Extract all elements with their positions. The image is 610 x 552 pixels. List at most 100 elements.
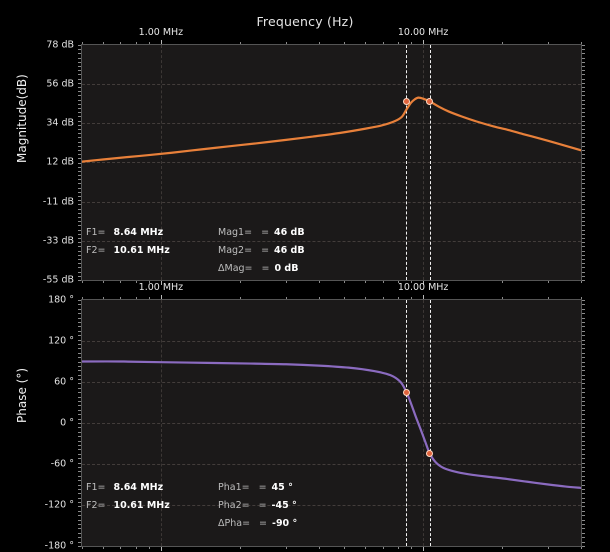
x-axis-tick-mark <box>240 546 241 549</box>
y-axis-tick-mark <box>581 83 585 84</box>
y-axis-tick-mark <box>581 419 585 420</box>
y-axis-tick-mark <box>78 175 82 176</box>
cursor-marker-f2[interactable] <box>426 98 434 106</box>
y-axis-tick-mark <box>581 246 585 247</box>
x-axis-tick-mark <box>240 280 241 283</box>
y-axis-tick-mark <box>581 441 585 442</box>
y-axis-tick-mark <box>581 362 585 363</box>
cursor-marker-f1[interactable] <box>402 98 410 106</box>
y-axis-tick-mark <box>78 129 82 130</box>
magnitude-plot-area[interactable] <box>82 45 581 280</box>
x-axis-tick-mark <box>120 42 121 45</box>
y-axis-tick-mark <box>581 158 585 159</box>
phase-plot-area[interactable] <box>82 300 581 546</box>
x-axis-tick-mark <box>103 546 104 549</box>
cursor-marker-f2[interactable] <box>426 450 434 458</box>
y-axis-tick-label: 78 dB <box>46 39 74 51</box>
y-axis-tick-mark <box>78 449 82 450</box>
trace-mag <box>82 96 581 163</box>
x-axis-tick-mark <box>344 280 345 283</box>
y-axis-tick-mark <box>581 322 585 323</box>
y-axis-tick-mark <box>581 511 585 512</box>
cursor-line-f2[interactable] <box>430 45 431 280</box>
delta-pha-equals: = <box>259 518 267 529</box>
y-axis-tick-mark <box>78 353 82 354</box>
y-axis-tick-mark <box>78 167 82 168</box>
phase-readout-frequency-row: F2= 10.61 MHz <box>86 500 170 511</box>
y-axis-tick-mark <box>78 375 82 376</box>
magnitude-readout-value-row: Mag2= = 46 dB <box>218 245 305 256</box>
y-axis-tick-mark <box>78 263 82 264</box>
y-axis-tick-mark <box>581 383 585 384</box>
y-axis-tick-mark <box>581 116 585 117</box>
pha2-value: -45 ° <box>271 500 297 511</box>
y-axis-tick-mark <box>78 436 82 437</box>
y-axis-tick-mark <box>581 49 585 50</box>
y-axis-tick-mark <box>581 423 585 424</box>
y-axis-tick-mark <box>581 375 585 376</box>
y-axis-tick-label: 60 ° <box>54 376 74 388</box>
cursor-line-f2[interactable] <box>430 300 431 546</box>
y-axis-tick-mark <box>78 213 82 214</box>
y-axis-tick-mark <box>581 142 585 143</box>
y-axis-tick-mark <box>581 445 585 446</box>
y-axis-tick-mark <box>78 419 82 420</box>
cursor-marker-f1[interactable] <box>402 388 410 396</box>
y-axis-tick-mark <box>581 200 585 201</box>
y-axis-tick-mark <box>581 313 585 314</box>
delta-mag-equals: = <box>261 263 270 274</box>
y-axis-tick-mark <box>78 401 82 402</box>
x-axis-tick-mark <box>161 546 162 551</box>
cursor-line-f1[interactable] <box>406 45 407 280</box>
gridline-vertical <box>423 45 424 280</box>
gridline-horizontal <box>82 241 581 242</box>
x-axis-tick-mark <box>286 546 287 549</box>
delta-pha-value: -90 ° <box>272 518 298 529</box>
y-axis-tick-mark <box>78 45 82 46</box>
y-axis-tick-mark <box>78 454 82 455</box>
y-axis-tick-mark <box>581 204 585 205</box>
y-axis-tick-label: -60 ° <box>50 458 74 470</box>
x-axis-tick-mark <box>161 295 162 300</box>
y-axis-tick-mark <box>78 225 82 226</box>
y-axis-tick-mark <box>581 454 585 455</box>
y-axis-tick-mark <box>78 259 82 260</box>
y-axis-tick-mark <box>581 392 585 393</box>
y-axis-tick-mark <box>581 45 585 46</box>
y-axis-tick-mark <box>581 476 585 477</box>
y-axis-tick-mark <box>78 272 82 273</box>
y-axis-tick-mark <box>581 129 585 130</box>
y-axis-tick-mark <box>581 370 585 371</box>
y-axis-tick-mark <box>78 255 82 256</box>
y-axis-tick-mark <box>581 150 585 151</box>
x-axis-tick-mark <box>344 546 345 549</box>
y-axis-tick-mark <box>581 125 585 126</box>
x-axis-tick-mark <box>82 297 83 300</box>
delta-pha-label: ΔPha= <box>218 518 251 529</box>
y-axis-tick-mark <box>78 62 82 63</box>
y-axis-tick-mark <box>78 95 82 96</box>
x-axis-tick-mark <box>286 297 287 300</box>
y-axis-tick-mark <box>78 463 82 464</box>
y-axis-tick-mark <box>78 528 82 529</box>
y-axis-tick-mark <box>581 502 585 503</box>
cursor-line-f1[interactable] <box>406 300 407 546</box>
y-axis-tick-mark <box>581 87 585 88</box>
gridline-vertical <box>423 300 424 546</box>
pha1-value: 45 ° <box>271 482 293 493</box>
y-axis-tick-mark <box>581 230 585 231</box>
y-axis-tick-mark <box>78 280 82 281</box>
x-axis-tick-mark <box>149 42 150 45</box>
y-axis-tick-mark <box>581 348 585 349</box>
y-axis-tick-mark <box>78 246 82 247</box>
x-axis-tick-mark <box>423 295 424 300</box>
gridline-vertical <box>161 300 162 546</box>
pha2-label: Pha2= <box>218 500 250 511</box>
magnitude-chart-panel: Magnitude(dB) 78 dB 56 dB 34 dB 12 dB -11 dB… <box>15 27 585 286</box>
y-axis-tick-mark <box>581 485 585 486</box>
y-axis-tick-mark <box>78 171 82 172</box>
y-axis-tick-mark <box>581 344 585 345</box>
magnitude-readout-frequency-row: F2= 10.61 MHz <box>86 245 170 256</box>
y-axis-tick-mark <box>581 458 585 459</box>
